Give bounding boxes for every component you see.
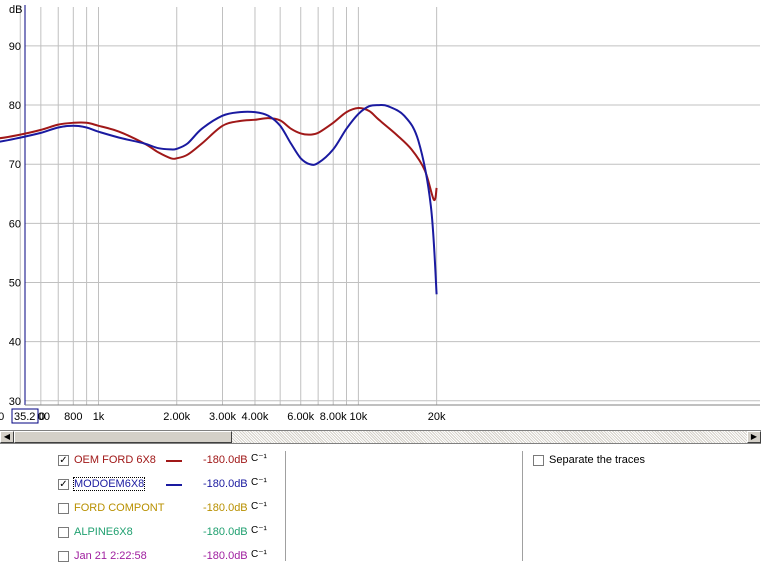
x-tick-label: 2.00k [163, 411, 190, 423]
trace-checkbox[interactable]: ✓ [58, 455, 69, 466]
x-tick-label: 400 [0, 411, 4, 423]
trace-checkbox[interactable] [58, 503, 69, 514]
trace-checkbox[interactable] [58, 527, 69, 538]
y-axis-label: dB [9, 4, 22, 16]
trace-name: FORD COMPONT [74, 502, 165, 514]
y-tick-label: 80 [9, 100, 21, 112]
scroll-track[interactable] [232, 431, 747, 443]
trace-smoothing-label: C⁻¹ [251, 549, 267, 560]
legend-divider [285, 451, 286, 561]
horizontal-scrollbar[interactable]: ◀ ▶ [0, 430, 761, 444]
trace-offset-value: -180.0dB [203, 526, 248, 538]
trace-color-swatch [166, 460, 182, 462]
trace-offset-value: -180.0dB [203, 478, 248, 490]
trace-color-swatch [166, 484, 182, 486]
x-tick-label: 800 [64, 411, 82, 423]
trace-offset-value: -180.0dB [203, 454, 248, 466]
x-start-label[interactable]: 35.2 [14, 411, 35, 423]
x-tick-label: 8.00k [320, 411, 347, 423]
legend-item[interactable]: ✓ OEM FORD 6X8 -180.0dB C⁻¹ [58, 453, 278, 469]
trace-name: MODOEM6X8 [72, 477, 146, 491]
trace-smoothing-label: C⁻¹ [251, 525, 267, 536]
trace-name: OEM FORD 6X8 [74, 454, 156, 466]
y-tick-label: 40 [9, 337, 21, 349]
frequency-response-chart: 30405060708090dB506080100200300400600800… [0, 0, 761, 430]
x-tick-label: 10k [350, 411, 368, 423]
trace-offset-value: -180.0dB [203, 502, 248, 514]
x-tick-label: 1k [93, 411, 105, 423]
legend-item[interactable]: ALPINE6X8 -180.0dB C⁻¹ [58, 525, 278, 541]
legend-item[interactable]: ✓ MODOEM6X8 -180.0dB C⁻¹ [58, 477, 278, 493]
y-tick-label: 30 [9, 396, 21, 408]
y-tick-label: 90 [9, 41, 21, 53]
plot-background [0, 0, 761, 430]
trace-smoothing-label: C⁻¹ [251, 453, 267, 464]
separate-traces-checkbox[interactable] [533, 455, 544, 466]
y-tick-label: 60 [9, 218, 21, 230]
legend-item[interactable]: Jan 21 2:22:58 -180.0dB C⁻¹ [58, 549, 278, 565]
x-tick-label: 0 [39, 411, 45, 423]
legend-panel: ✓ OEM FORD 6X8 -180.0dB C⁻¹ ✓ MODOEM6X8 -180.0… [0, 445, 761, 569]
x-tick-label: 6.00k [287, 411, 314, 423]
trace-offset-value: -180.0dB [203, 550, 248, 562]
y-tick-label: 70 [9, 159, 21, 171]
trace-name: ALPINE6X8 [74, 526, 133, 538]
legend-item[interactable]: FORD COMPONT -180.0dB C⁻¹ [58, 501, 278, 517]
x-start-box[interactable] [11, 408, 39, 424]
separate-traces-label: Separate the traces [549, 454, 646, 466]
trace-smoothing-label: C⁻¹ [251, 477, 267, 488]
trace-name: Jan 21 2:22:58 [74, 550, 147, 562]
options-divider [522, 451, 523, 561]
trace-checkbox[interactable] [58, 551, 69, 562]
trace-checkbox[interactable]: ✓ [58, 479, 69, 490]
scroll-right-icon[interactable]: ▶ [747, 431, 761, 443]
y-tick-label: 50 [9, 278, 21, 290]
scroll-left-icon[interactable]: ◀ [0, 431, 14, 443]
x-tick-label: 20k [428, 411, 446, 423]
series-line-modoem6x8 [0, 103, 438, 295]
series-line-oem-ford-6x8 [0, 106, 438, 202]
x-tick-label: 3.00k [209, 411, 236, 423]
scroll-thumb[interactable] [14, 431, 232, 443]
trace-smoothing-label: C⁻¹ [251, 501, 267, 512]
x-tick-label: 4.00k [242, 411, 269, 423]
